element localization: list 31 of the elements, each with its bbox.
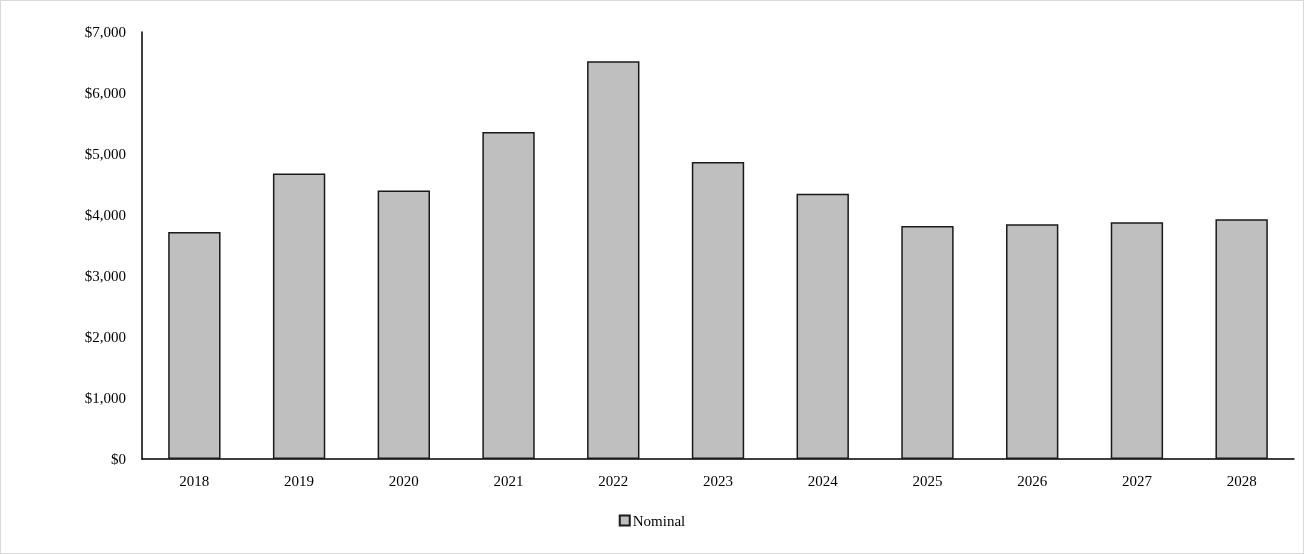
bar bbox=[168, 232, 221, 459]
x-tick-label: 2023 bbox=[703, 472, 733, 489]
x-tick-label: 2020 bbox=[388, 472, 419, 489]
bar bbox=[1110, 222, 1164, 459]
bar bbox=[796, 193, 849, 459]
x-tick-label: 2022 bbox=[598, 472, 629, 489]
bar bbox=[1006, 224, 1059, 459]
y-tick-label: $0 bbox=[111, 451, 126, 467]
y-tick-label: $4,000 bbox=[84, 207, 126, 223]
y-tick-label: $1,000 bbox=[84, 390, 126, 406]
y-tick-label: $3,000 bbox=[84, 268, 126, 284]
y-tick-label: $6,000 bbox=[84, 85, 126, 101]
bar bbox=[272, 173, 326, 459]
legend-label: Nominal bbox=[632, 512, 686, 529]
y-tick-label: $2,000 bbox=[84, 329, 126, 345]
bar bbox=[691, 161, 745, 459]
bar bbox=[377, 190, 430, 459]
x-tick-label: 2025 bbox=[912, 472, 943, 489]
x-tick-label: 2018 bbox=[179, 472, 210, 489]
bar bbox=[901, 225, 954, 459]
y-tick-label: $7,000 bbox=[84, 24, 126, 40]
x-tick-label: 2021 bbox=[493, 472, 524, 489]
x-tick-label: 2028 bbox=[1226, 472, 1257, 489]
bar bbox=[587, 61, 640, 459]
bar bbox=[482, 132, 535, 459]
x-tick-label: 2024 bbox=[807, 472, 839, 489]
x-tick-label: 2019 bbox=[284, 472, 315, 489]
y-tick-label: $5,000 bbox=[84, 146, 126, 162]
bar bbox=[1215, 219, 1268, 459]
x-tick-label: 2026 bbox=[1017, 472, 1048, 489]
x-tick-label: 2027 bbox=[1121, 472, 1153, 489]
